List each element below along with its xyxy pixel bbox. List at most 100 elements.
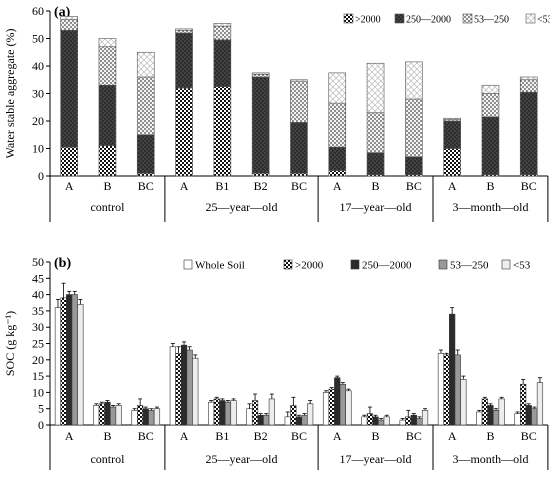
bar-53-3 <box>175 28 193 31</box>
y-tick-label-40: 40 <box>32 288 44 302</box>
y-tick-label-50: 50 <box>32 255 44 269</box>
bar-2000-7 <box>328 388 335 426</box>
x-tick-label-b: B <box>103 429 111 443</box>
bar-whole-soil-1 <box>93 405 100 426</box>
y-tick-label-40: 40 <box>32 59 44 73</box>
y-tick-label-25: 25 <box>32 337 44 351</box>
bar-250-2000-5 <box>251 76 270 174</box>
bar-2000-0 <box>60 146 78 177</box>
bar-53-8 <box>366 62 385 114</box>
legend-label-53: <53 <box>537 15 550 26</box>
legend-swatch-250-2000 <box>350 259 360 270</box>
bar-2000-6 <box>290 405 297 426</box>
bar-53-250-8 <box>366 112 385 153</box>
bar-53-5 <box>251 72 270 75</box>
legend-swatch-250-2000 <box>394 13 405 24</box>
bar-53-250-0 <box>71 294 78 426</box>
bar-2000-7 <box>328 170 347 177</box>
bar-53-250-5 <box>251 73 270 78</box>
bar-2000-5 <box>251 400 259 426</box>
bar-2000-4 <box>213 86 232 177</box>
bar-53-250-3 <box>186 349 193 426</box>
bar-250-2000-12 <box>525 405 532 426</box>
bar-2000-12 <box>520 383 527 426</box>
bar-2000-5 <box>251 172 270 177</box>
group-label-17-year-old: 17—year—old <box>340 200 412 214</box>
x-tick-label-a: A <box>180 429 189 443</box>
y-axis-label: Water stable aggregate (%) <box>3 29 17 159</box>
legend-swatch-2000 <box>283 259 293 270</box>
bar-2000-3 <box>175 87 193 177</box>
bar-2000-2 <box>136 172 155 177</box>
x-tick-label-b2: B2 <box>254 429 268 443</box>
bar-53-11 <box>481 84 500 94</box>
bar-53-250-11 <box>481 93 500 118</box>
bar-53-10 <box>443 117 461 120</box>
group-label-control: control <box>90 200 125 214</box>
bar-53-9 <box>421 410 429 426</box>
group-label-3-month-old: 3—month—old <box>452 452 528 466</box>
bar-53-250-7 <box>328 102 347 148</box>
y-tick-label-20: 20 <box>32 114 44 128</box>
bar-250-2000-4 <box>219 400 226 426</box>
x-tick-label-bc: BC <box>138 179 154 193</box>
bar-53-250-4 <box>213 25 232 41</box>
legend-swatch-53 <box>525 13 536 24</box>
x-tick-label-b: B <box>103 179 111 193</box>
panel-label: (b) <box>54 256 71 271</box>
bar-2000-6 <box>290 172 308 177</box>
x-tick-label-a: A <box>448 429 457 443</box>
legend-swatch-2000 <box>343 13 354 24</box>
bar-53-250-10 <box>454 354 461 426</box>
y-tick-label-50: 50 <box>32 32 44 46</box>
y-tick-label-10: 10 <box>32 142 44 156</box>
bar-53-250-7 <box>339 383 346 426</box>
bar-whole-soil-11 <box>476 411 483 426</box>
bar-250-2000-9 <box>410 414 417 426</box>
legend-label-250-2000: 250—2000 <box>362 260 412 272</box>
bar-whole-soil-9 <box>399 419 406 426</box>
chart-b-soc: 0 5 10 15 20 25 30 35 40 45 50 A B BC A B1 B2 BC A B BC A B BC c… <box>3 255 549 470</box>
bar-250-2000-12 <box>519 91 538 175</box>
bar-53-250-2 <box>148 410 155 426</box>
x-tick-label-a: A <box>333 429 342 443</box>
bar-250-2000-8 <box>366 152 385 175</box>
bar-53-4 <box>230 400 237 426</box>
chart-a-water-stable-aggregate: 0 10 20 30 40 50 60 A B BC A B1 B2 BC A B BC A B BC control 2… <box>3 4 550 222</box>
bar-whole-soil-6 <box>284 416 291 426</box>
x-tick-label-bc: BC <box>138 429 154 443</box>
bar-53-11 <box>498 398 505 426</box>
bar-250-2000-10 <box>449 313 456 426</box>
bar-53-12 <box>536 382 544 426</box>
bar-250-2000-7 <box>328 146 347 171</box>
bar-53-2 <box>136 51 155 78</box>
bar-53-250-6 <box>290 80 308 123</box>
group-label-25-year-old: 25—year—old <box>206 452 278 466</box>
group-label-3-month-old: 3—month—old <box>452 200 528 214</box>
x-tick-label-b: B <box>486 429 494 443</box>
y-tick-label-30: 30 <box>32 87 44 101</box>
y-tick-label-20: 20 <box>32 353 44 367</box>
bar-2000-1 <box>98 403 105 426</box>
y-tick-label-35: 35 <box>32 304 44 318</box>
legend-label-53-250: 53—250 <box>474 15 509 26</box>
bar-53-250-8 <box>378 419 385 426</box>
y-axis-label: SOC (g kg⁻¹) <box>3 311 17 376</box>
bar-53-5 <box>268 398 275 426</box>
bar-53-250-12 <box>531 408 538 426</box>
bar-whole-soil-3 <box>169 346 176 426</box>
x-tick-label-b: B <box>372 429 380 443</box>
bar-53-0 <box>60 16 78 20</box>
bar-53-250-12 <box>519 79 538 93</box>
bar-53-250-5 <box>263 414 270 426</box>
bar-53-250-4 <box>224 401 232 426</box>
legend-label-2000: >2000 <box>355 15 381 26</box>
y-tick-label-30: 30 <box>32 320 44 334</box>
bar-53-9 <box>405 61 423 100</box>
bar-250-2000-5 <box>257 414 264 426</box>
bar-53-250-0 <box>60 18 78 31</box>
x-tick-label-bc: BC <box>521 429 537 443</box>
y-tick-label-10: 10 <box>32 385 44 399</box>
bar-250-2000-9 <box>405 156 423 175</box>
